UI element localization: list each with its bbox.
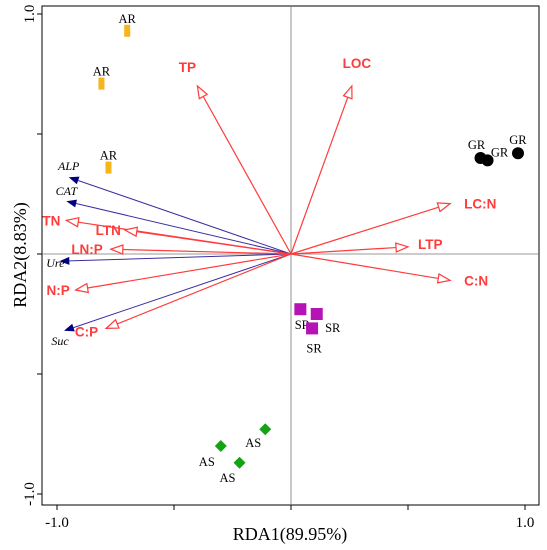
enzyme-label-suc: Suc (51, 334, 69, 348)
env-label-cn: C:N (464, 273, 488, 288)
x-tick-label: -1.0 (45, 515, 69, 531)
point-label-gr: GR (509, 133, 527, 147)
plot-frame (41, 5, 540, 506)
point-sr (310, 308, 323, 320)
env-arrow-lcn (290, 206, 439, 255)
point-as (214, 440, 227, 452)
point-gr (511, 147, 524, 160)
point-label-gr: GR (468, 138, 486, 152)
env-arrowhead-ltn (123, 226, 139, 238)
env-label-cp: C:P (75, 324, 98, 339)
env-arrow-loc (290, 97, 349, 255)
env-label-ltp: LTP (418, 237, 443, 252)
env-arrow-cp (117, 253, 292, 325)
point-label-gr: GR (491, 145, 509, 159)
enzyme-arrow-alp (77, 179, 292, 255)
enzyme-arrowhead-ure (59, 256, 70, 265)
env-label-ltn: LTN (96, 223, 121, 238)
point-sr (306, 322, 319, 335)
env-arrowhead-np (74, 282, 90, 294)
env-arrow-ltp (290, 246, 397, 255)
point-ar (105, 161, 112, 174)
env-arrowhead-cn (436, 273, 452, 284)
point-label-sr: SR (325, 321, 341, 335)
enzyme-arrowhead-cat (66, 199, 78, 208)
point-label-as: AS (245, 436, 261, 450)
env-arrow-tp (202, 96, 292, 255)
enzyme-arrow-cat (75, 203, 292, 255)
y-tick-label: -1.0 (22, 482, 38, 506)
env-arrow-lnp (122, 248, 292, 255)
env-arrowhead-tp (196, 84, 209, 100)
env-arrow-cn (290, 253, 439, 280)
enzyme-label-ure: Ure (46, 256, 65, 270)
point-label-ar: AR (119, 12, 137, 26)
env-arrowhead-tn (64, 216, 80, 228)
env-arrowhead-ltp (395, 242, 410, 253)
point-label-sr: SR (306, 341, 322, 355)
enzyme-label-alp: ALP (57, 159, 80, 173)
env-arrowhead-lnp (109, 244, 124, 255)
point-label-ar: AR (93, 65, 111, 79)
env-label-np: N:P (46, 283, 69, 298)
enzyme-arrows: ALP CAT Ure Suc (46, 159, 292, 348)
point-ar (124, 24, 131, 37)
point-as (259, 423, 272, 436)
enzyme-arrowhead-suc (64, 323, 75, 332)
env-arrowhead-loc (342, 84, 353, 100)
point-label-as: AS (199, 455, 215, 469)
env-label-tp: TP (179, 60, 196, 75)
point-label-ar: AR (100, 149, 118, 163)
env-arrowhead-cp (104, 318, 120, 330)
enzyme-label-cat: CAT (56, 184, 79, 198)
enzyme-arrow-ure (69, 253, 292, 262)
point-sr (294, 303, 307, 316)
env-label-loc: LOC (343, 56, 372, 71)
env-label-lnp: LN:P (71, 242, 103, 257)
y-tick-label: 1.0 (22, 5, 38, 24)
env-label-lcn: LC:N (464, 197, 496, 212)
x-tick-label: 1.0 (516, 515, 535, 531)
environment-arrows: TP LOC LC:N LTP C:N TN LTN LN:P N:P C:P (42, 56, 496, 339)
env-arrow-np (87, 253, 292, 289)
point-ar (98, 77, 105, 90)
env-arrow-ltn (136, 231, 292, 255)
enzyme-arrow-suc (73, 253, 292, 329)
env-label-tn: TN (42, 213, 60, 228)
axis-ticks: -1.0 1.0 1.0 -1.0 (22, 5, 534, 531)
env-arrowhead-lcn (436, 202, 452, 213)
point-gr (481, 154, 494, 167)
enzyme-arrowhead-alp (68, 176, 80, 185)
point-as (233, 456, 246, 469)
x-axis-label: RDA1(89.95%) (233, 524, 348, 545)
y-axis-label: RDA2(8.83%) (10, 202, 31, 308)
point-label-as: AS (220, 471, 236, 485)
